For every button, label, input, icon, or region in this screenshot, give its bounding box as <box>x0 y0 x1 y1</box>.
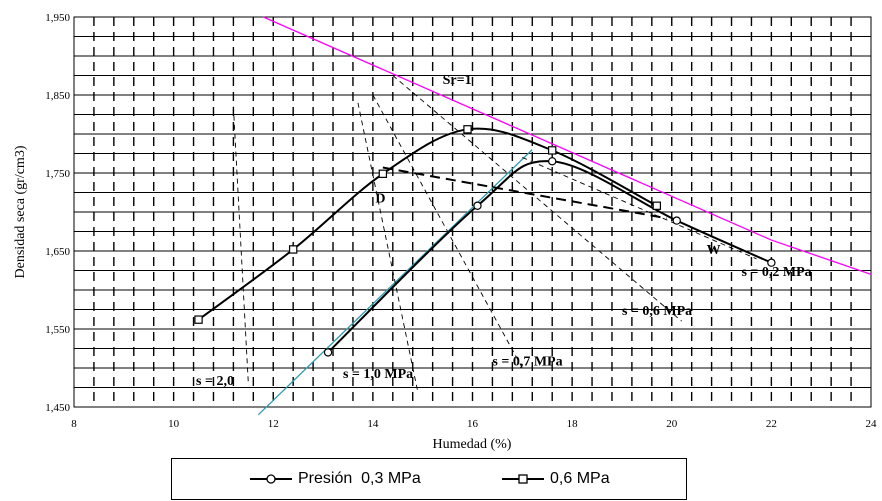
annotation-label: Sr=1 <box>443 73 472 88</box>
circle-marker-icon <box>250 474 292 484</box>
y-axis-label: Densidad seca (gr/cm3) <box>13 145 28 278</box>
reference-line <box>522 156 757 260</box>
annotation-label: D <box>375 192 385 207</box>
data-point-square <box>288 245 298 254</box>
data-point-square <box>194 315 203 324</box>
data-point-square <box>463 125 472 134</box>
legend-label-series-1: Presión 0,3 MPa <box>298 470 421 487</box>
annotation-label: W <box>707 243 721 258</box>
y-tick-label: 1,750 <box>45 168 70 180</box>
series-line-2 <box>197 127 658 321</box>
x-tick-label: 24 <box>866 418 878 430</box>
reference-line <box>357 102 419 392</box>
series-line-1 <box>327 160 772 354</box>
data-point-square <box>547 146 557 155</box>
data-point-square <box>378 169 388 178</box>
data-point-circle <box>323 348 333 357</box>
annotation-label: s = 1,0 MPa <box>343 367 413 382</box>
x-tick-label: 20 <box>666 418 678 430</box>
reference-line <box>232 106 249 384</box>
chart: Sr=1 D Ws = 0,2 MPa s = 0,6 MPa s = 0,7 MPa s… <box>13 12 877 452</box>
legend-item-series-2: 0,6 MPa <box>500 459 610 499</box>
x-tick-label: 12 <box>268 418 279 430</box>
data-point-square <box>652 201 662 210</box>
tick-labels: 8 10 12 14 16 18 20 22 24 1,450 1,550 1,650 1,750 1,8… <box>45 12 877 430</box>
x-tick-label: 22 <box>766 418 777 430</box>
x-axis-label: Humedad (%) <box>433 437 512 452</box>
legend: Presión 0,3 MPa 0,6 MPa <box>171 458 687 500</box>
reference-line <box>372 94 523 369</box>
y-tick-label: 1,850 <box>45 90 70 102</box>
annotation-label: s = 0,6 MPa <box>622 304 692 319</box>
data-point-circle <box>672 216 681 225</box>
plot-area-frame <box>73 16 872 408</box>
annotation-label: s = 2,0 <box>196 374 234 389</box>
x-tick-label: 14 <box>367 418 379 430</box>
reference-line <box>263 16 872 276</box>
y-tick-label: 1,650 <box>45 246 70 258</box>
x-tick-label: 16 <box>467 418 479 430</box>
data-point-circle <box>548 157 557 166</box>
legend-item-series-1: Presión 0,3 MPa <box>248 459 421 499</box>
x-tick-label: 10 <box>168 418 180 430</box>
data-markers <box>194 125 776 357</box>
x-tick-label: 8 <box>71 418 77 430</box>
data-point-circle <box>473 201 482 210</box>
reference-line <box>392 75 683 322</box>
annotations: Sr=1 D Ws = 0,2 MPa s = 0,6 MPa s = 0,7 MPa s… <box>196 73 812 389</box>
x-tick-label: 18 <box>567 418 579 430</box>
y-tick-label: 1,450 <box>45 402 70 414</box>
data-point-circle <box>767 258 776 267</box>
y-tick-label: 1,550 <box>45 324 70 336</box>
reference-line <box>382 166 667 220</box>
legend-label-series-2: 0,6 MPa <box>550 470 610 487</box>
vertical-gridlines <box>93 17 852 407</box>
annotation-label: s = 0,7 MPa <box>492 355 562 370</box>
y-tick-label: 1,950 <box>45 12 70 24</box>
reference-lines <box>232 16 872 416</box>
annotation-label: s = 0,2 MPa <box>741 265 811 280</box>
square-marker-icon <box>502 474 544 484</box>
